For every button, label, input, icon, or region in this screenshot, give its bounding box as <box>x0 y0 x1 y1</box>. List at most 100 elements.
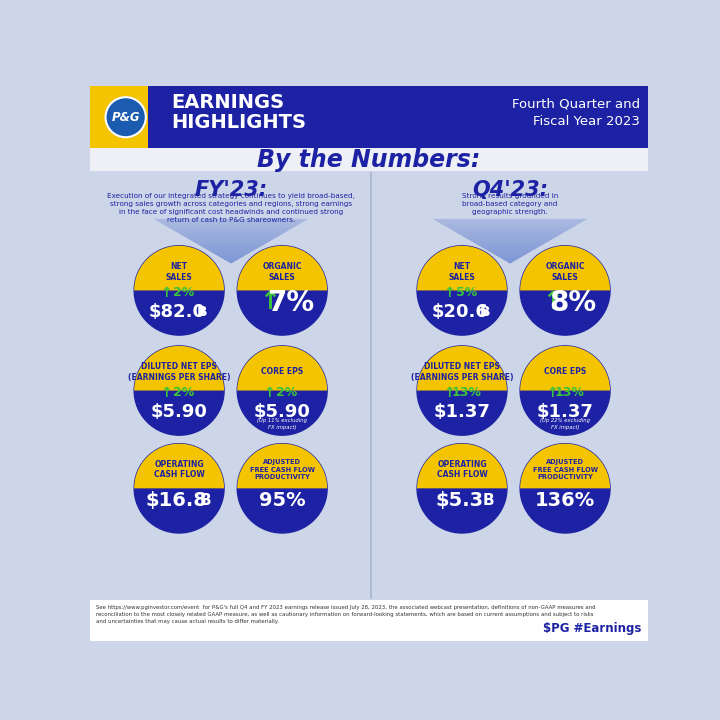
Bar <box>90 148 648 171</box>
Text: ↑: ↑ <box>264 386 276 400</box>
Circle shape <box>417 246 507 335</box>
Text: B: B <box>480 305 491 319</box>
Polygon shape <box>156 220 306 221</box>
Polygon shape <box>197 244 265 245</box>
Bar <box>90 600 648 641</box>
Text: ↑: ↑ <box>444 286 455 300</box>
Text: $20.6: $20.6 <box>431 303 488 321</box>
Polygon shape <box>165 225 297 226</box>
Polygon shape <box>498 257 522 258</box>
Circle shape <box>106 97 145 138</box>
Polygon shape <box>174 230 288 232</box>
Text: OPERATING
CASH FLOW: OPERATING CASH FLOW <box>154 459 204 480</box>
Text: ↑: ↑ <box>161 286 172 300</box>
Polygon shape <box>459 234 562 235</box>
Polygon shape <box>520 246 610 290</box>
Polygon shape <box>179 234 283 235</box>
Polygon shape <box>477 244 544 245</box>
Polygon shape <box>464 237 557 238</box>
Polygon shape <box>441 224 578 225</box>
Polygon shape <box>210 251 252 252</box>
Polygon shape <box>472 242 547 243</box>
Polygon shape <box>192 241 270 242</box>
Text: FY'23:: FY'23: <box>194 180 268 200</box>
Polygon shape <box>160 222 302 223</box>
Polygon shape <box>462 236 558 237</box>
Polygon shape <box>163 224 300 225</box>
Text: ↑: ↑ <box>542 289 563 314</box>
Text: DILUTED NET EPS
(EARNINGS PER SHARE): DILUTED NET EPS (EARNINGS PER SHARE) <box>410 362 513 382</box>
Text: ORGANIC
SALES: ORGANIC SALES <box>263 262 302 282</box>
Text: 13%: 13% <box>554 387 585 400</box>
Polygon shape <box>208 250 254 251</box>
Circle shape <box>520 346 610 435</box>
Polygon shape <box>134 444 224 488</box>
Polygon shape <box>202 246 261 247</box>
Text: OPERATING
CASH FLOW: OPERATING CASH FLOW <box>436 459 487 480</box>
Text: Strong results grounded in
broad-based category and
geographic strength.: Strong results grounded in broad-based c… <box>462 194 558 215</box>
Polygon shape <box>490 252 529 253</box>
Polygon shape <box>446 227 573 228</box>
Text: 8%: 8% <box>549 289 597 317</box>
Polygon shape <box>212 252 251 253</box>
Text: B: B <box>197 305 208 319</box>
Polygon shape <box>184 236 279 237</box>
Text: 95%: 95% <box>259 491 305 510</box>
Polygon shape <box>187 238 275 239</box>
Polygon shape <box>202 247 259 248</box>
Circle shape <box>238 444 327 533</box>
Polygon shape <box>213 253 249 254</box>
Text: P&G: P&G <box>112 111 140 124</box>
Text: ADJUSTED
FREE CASH FLOW
PRODUCTIVITY: ADJUSTED FREE CASH FLOW PRODUCTIVITY <box>533 459 598 480</box>
Polygon shape <box>215 255 246 256</box>
Polygon shape <box>480 246 540 247</box>
Polygon shape <box>207 249 256 250</box>
Polygon shape <box>501 258 519 259</box>
Polygon shape <box>475 243 545 244</box>
Text: ↑: ↑ <box>444 386 455 400</box>
Polygon shape <box>457 233 563 234</box>
Polygon shape <box>497 256 523 257</box>
Text: By the Numbers:: By the Numbers: <box>257 148 481 171</box>
Polygon shape <box>218 256 244 257</box>
Polygon shape <box>485 249 534 250</box>
Polygon shape <box>478 245 542 246</box>
Polygon shape <box>238 444 327 488</box>
Polygon shape <box>492 253 528 254</box>
Circle shape <box>238 346 327 435</box>
Text: ADJUSTED
FREE CASH FLOW
PRODUCTIVITY: ADJUSTED FREE CASH FLOW PRODUCTIVITY <box>250 459 315 480</box>
Polygon shape <box>506 261 514 262</box>
Polygon shape <box>191 240 271 241</box>
Circle shape <box>417 346 507 435</box>
Text: 7%: 7% <box>266 289 314 317</box>
Polygon shape <box>134 246 224 290</box>
Polygon shape <box>433 219 588 220</box>
Polygon shape <box>168 227 294 228</box>
Text: (Up 11% excluding
FX impact): (Up 11% excluding FX impact) <box>257 418 307 430</box>
Text: DILUTED NET EPS
(EARNINGS PER SHARE): DILUTED NET EPS (EARNINGS PER SHARE) <box>128 362 230 382</box>
Text: $82.0: $82.0 <box>148 303 205 321</box>
Polygon shape <box>487 250 534 251</box>
Bar <box>90 86 148 148</box>
Text: $16.8: $16.8 <box>146 491 208 510</box>
Text: 5%: 5% <box>456 286 477 300</box>
Polygon shape <box>417 346 507 390</box>
Circle shape <box>520 444 610 533</box>
Polygon shape <box>503 259 518 260</box>
Text: 13%: 13% <box>451 387 482 400</box>
Polygon shape <box>444 225 576 226</box>
Polygon shape <box>238 346 327 390</box>
Text: $PG #Earnings: $PG #Earnings <box>544 621 642 634</box>
Polygon shape <box>493 254 527 255</box>
Text: 136%: 136% <box>535 491 595 510</box>
Polygon shape <box>184 237 277 238</box>
Bar <box>90 169 648 600</box>
Polygon shape <box>439 222 581 223</box>
Polygon shape <box>461 235 559 236</box>
Polygon shape <box>171 228 292 229</box>
Circle shape <box>134 346 224 435</box>
Polygon shape <box>503 260 516 261</box>
Polygon shape <box>467 239 553 240</box>
Polygon shape <box>509 263 511 264</box>
Text: 2%: 2% <box>173 286 194 300</box>
